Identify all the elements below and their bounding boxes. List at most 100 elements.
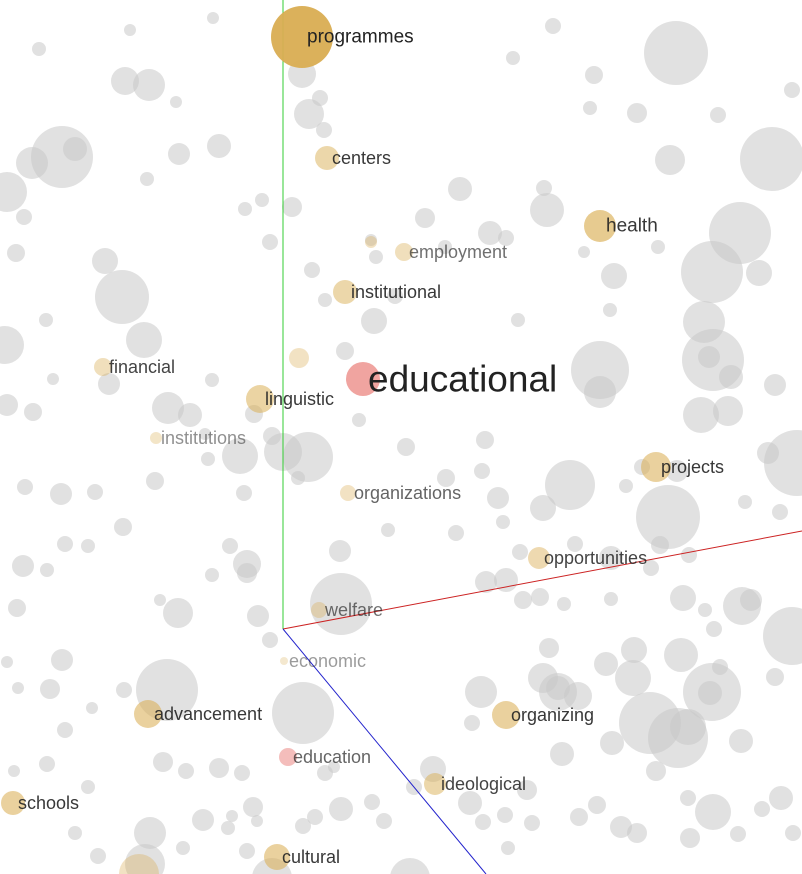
word-point-marker[interactable] — [311, 602, 327, 618]
background-point — [222, 538, 238, 554]
word-point-marker[interactable] — [150, 432, 162, 444]
background-point — [154, 594, 166, 606]
background-point — [40, 679, 60, 699]
word-point-marker[interactable] — [1, 791, 25, 815]
word-point-marker[interactable] — [264, 844, 290, 870]
background-point — [610, 816, 632, 838]
word-point-marker[interactable] — [271, 6, 333, 68]
background-point — [369, 250, 383, 264]
word-point-marker[interactable] — [528, 547, 550, 569]
background-point — [478, 221, 502, 245]
word-point-marker[interactable] — [641, 452, 671, 482]
word-point-financial[interactable]: financial — [94, 357, 175, 377]
background-point — [318, 293, 332, 307]
word-point-educational[interactable]: educational — [346, 359, 557, 400]
background-point — [376, 813, 392, 829]
background-point — [352, 413, 366, 427]
background-point — [651, 240, 665, 254]
background-point — [545, 18, 561, 34]
word-point-marker[interactable] — [584, 210, 616, 242]
word-point-cultural[interactable]: cultural — [264, 844, 340, 870]
background-point — [0, 172, 27, 212]
word-point-institutional[interactable]: institutional — [333, 280, 441, 304]
background-point — [530, 193, 564, 227]
word-point-organizations[interactable]: organizations — [340, 483, 461, 503]
background-point — [615, 660, 651, 696]
background-point — [627, 103, 647, 123]
background-point — [740, 589, 762, 611]
axis-x — [282, 530, 802, 630]
background-point — [680, 828, 700, 848]
background-point — [514, 591, 532, 609]
word-point-label: ideological — [441, 774, 526, 794]
background-points — [0, 12, 802, 874]
background-point — [539, 638, 559, 658]
background-point — [710, 107, 726, 123]
word-point-centers[interactable]: centers — [315, 146, 391, 170]
word-point-marker[interactable] — [333, 280, 357, 304]
labeled-points: programmes centers health employment institu… — [1, 6, 724, 874]
background-point — [205, 568, 219, 582]
background-point — [643, 560, 659, 576]
background-point — [512, 544, 528, 560]
word-point-institutions[interactable]: institutions — [150, 428, 246, 448]
background-point — [1, 656, 13, 668]
background-point — [51, 649, 73, 671]
background-point — [764, 374, 786, 396]
word-point-health[interactable]: health — [584, 210, 658, 242]
background-point — [291, 471, 305, 485]
word-point-organizing[interactable]: organizing — [492, 701, 594, 729]
word-point-employment[interactable]: employment — [395, 242, 507, 262]
background-point — [124, 24, 136, 36]
background-point — [133, 69, 165, 101]
word-point-economic[interactable]: economic — [280, 651, 366, 671]
background-point — [262, 632, 278, 648]
word-point-advancement[interactable]: advancement — [134, 700, 262, 728]
background-point — [448, 177, 472, 201]
word-point-opportunities[interactable]: opportunities — [528, 547, 647, 569]
word-point-linguistic[interactable]: linguistic — [246, 385, 334, 413]
word-point-marker[interactable] — [315, 146, 339, 170]
background-point — [698, 681, 722, 705]
background-point — [600, 731, 624, 755]
background-point — [531, 588, 549, 606]
word-point-marker[interactable] — [246, 385, 274, 413]
word-point-ideological[interactable]: ideological — [424, 773, 526, 795]
background-point — [40, 563, 54, 577]
word-point-label: projects — [661, 457, 724, 477]
background-point — [683, 397, 719, 433]
background-point — [178, 763, 194, 779]
word-point-marker[interactable] — [134, 700, 162, 728]
word-point-marker[interactable] — [279, 748, 297, 766]
background-point — [583, 101, 597, 115]
background-point — [8, 599, 26, 617]
word-point-marker[interactable] — [94, 358, 112, 376]
background-point — [476, 431, 494, 449]
word-point-programmes[interactable]: programmes — [271, 6, 414, 68]
background-point — [237, 563, 257, 583]
background-point — [497, 807, 513, 823]
word-point-projects[interactable]: projects — [641, 452, 724, 482]
background-point — [698, 346, 720, 368]
word-point-marker[interactable] — [340, 485, 356, 501]
word-point-label: institutions — [161, 428, 246, 448]
word-point-education[interactable]: education — [279, 747, 371, 767]
word-point-marker[interactable] — [280, 657, 288, 665]
word-point-welfare[interactable]: welfare — [311, 600, 383, 620]
background-point — [170, 96, 182, 108]
background-point — [619, 479, 633, 493]
background-point — [126, 322, 162, 358]
background-point — [585, 66, 603, 84]
word-point-label: financial — [109, 357, 175, 377]
word-point-marker[interactable] — [395, 243, 413, 261]
word-point-marker[interactable] — [346, 362, 380, 396]
word-point-schools[interactable]: schools — [1, 791, 79, 815]
background-point — [176, 841, 190, 855]
background-point — [594, 652, 618, 676]
background-point — [294, 99, 324, 129]
word-point-marker[interactable] — [424, 773, 446, 795]
background-point — [651, 536, 669, 554]
background-point — [766, 668, 784, 686]
word-point-marker[interactable] — [492, 701, 520, 729]
